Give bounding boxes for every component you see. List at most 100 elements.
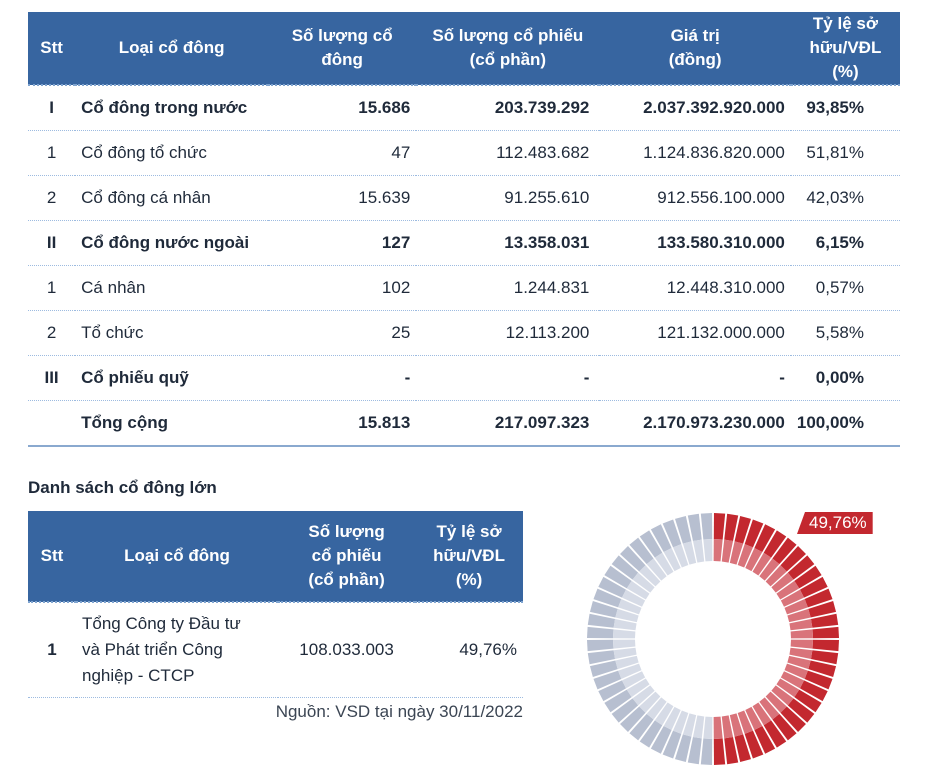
cell-value: 133.580.310.000 [599, 220, 791, 266]
header-holders: Số lượng cổ đông [268, 12, 417, 86]
donut-segment-other-inner [646, 558, 667, 581]
donut-segment-major-inner [752, 702, 772, 726]
table-row: 1 Cá nhân 102 1.244.831 12.448.310.000 0,57% [28, 265, 900, 311]
h-line: Số lượng [308, 522, 385, 541]
donut-segment-other-inner [682, 541, 697, 565]
donut-segment-other-inner [692, 539, 705, 563]
donut-segment-other [598, 576, 627, 598]
cell-name: Tổng Công ty Đầu tư và Phát triển Công ngh… [76, 602, 278, 698]
donut-segment-other [611, 698, 639, 723]
donut-segment-other-inner [673, 544, 689, 568]
donut-segment-other [629, 713, 654, 741]
cell-holders: 127 [268, 220, 417, 266]
donut-segment-major-inner [787, 608, 811, 623]
table-row: II Cổ đông nước ngoài 127 13.358.031 133.580… [28, 220, 900, 266]
donut-segment-other-inner [615, 608, 639, 623]
donut-segment-other-inner [682, 713, 697, 737]
donut-segment-major [787, 698, 815, 723]
donut-segment-major [763, 720, 787, 748]
donut-segment-major [799, 680, 828, 702]
donut-segment-major [780, 706, 806, 732]
donut-segment-major [810, 613, 839, 628]
cell-stt: I [28, 85, 76, 131]
donut-segment-other-inner [703, 539, 713, 562]
cell-stt: 1 [28, 130, 76, 176]
header-value-line2: (đồng) [668, 50, 722, 69]
donut-segment-major-inner [765, 565, 787, 587]
shareholder-structure-table: Stt Loại cổ đông Số lượng cổ đông Số lượ… [28, 12, 900, 447]
donut-segment-other [593, 670, 622, 690]
donut-segment-major-inner [729, 713, 744, 737]
donut-segment-major [780, 546, 806, 572]
cell-ratio: 0,00% [790, 355, 900, 401]
donut-segment-other [675, 515, 692, 544]
donut-segment-other [687, 736, 702, 765]
donut-segment-major [763, 530, 787, 558]
cell-ratio: 5,58% [790, 310, 900, 356]
donut-segment-major [744, 730, 764, 759]
donut-segment-other [593, 588, 622, 608]
donut-segment-major [724, 513, 739, 542]
donut-segment-other [587, 650, 616, 665]
donut-segment-major-inner [737, 710, 753, 734]
donut-segment-other-inner [692, 715, 705, 739]
source-note: Nguồn: VSD tại ngày 30/11/2022 [275, 702, 523, 721]
cell-ratio: 0,57% [790, 265, 900, 311]
cell-stt [28, 400, 76, 447]
donut-segment-major-inner [713, 539, 723, 562]
donut-segment-major [734, 515, 751, 544]
h-line: cổ phiếu [311, 546, 382, 565]
cell-ratio: 51,81% [790, 130, 900, 176]
cell-shares: - [416, 355, 600, 401]
donut-segment-other [611, 555, 639, 580]
total-row: Tổng cộng 15.813 217.097.323 2.170.973.230.… [28, 400, 900, 447]
donut-segment-other-inner [673, 710, 689, 734]
table-row: III Cổ phiếu quỹ - - -0,00% [28, 355, 900, 401]
header-shares-line2: (cổ phần) [469, 50, 547, 69]
donut-annotation-badge: 49,76% [797, 512, 873, 534]
cell-shares: 1.244.831 [416, 265, 600, 311]
h-line: (%) [455, 570, 483, 589]
name-line: Tổng Công ty Đầu tư [82, 614, 241, 633]
cell-stt: 2 [28, 175, 76, 221]
header-ratio: Tỷ lệ sở hữu/VĐL (%) [415, 511, 523, 603]
donut-segment-other [675, 734, 692, 763]
header-stt: Stt [28, 12, 76, 86]
cell-value: 12.448.310.000 [599, 265, 791, 311]
donut-segment-other-inner [646, 697, 667, 720]
h-line: hữu/VĐL [433, 546, 505, 565]
donut-segment-major-inner [713, 716, 723, 739]
header-type: Loại cổ đông [75, 12, 268, 86]
donut-segment-other [629, 537, 654, 565]
cell-stt: II [28, 220, 76, 266]
donut-segment-major [754, 524, 776, 553]
cell-shares: 91.255.610 [416, 175, 600, 221]
cell-stt: 1 [28, 602, 76, 698]
cell-shares: 108.033.003 [278, 602, 416, 698]
donut-segment-major [812, 639, 839, 652]
h-line: Tỷ lệ sở [436, 522, 502, 541]
donut-segment-major-inner [784, 599, 808, 615]
name-line: nghiệp - CTCP [82, 666, 195, 685]
cell-holders: 15.813 [268, 400, 417, 447]
donut-segment-major-inner [771, 572, 794, 593]
donut-segment-major [804, 670, 833, 690]
donut-segment-other [650, 725, 672, 754]
header-ratio-line1: Tỷ lệ sở hữu/VĐL [809, 14, 882, 57]
donut-segment-major-inner [721, 715, 734, 739]
header-shares: Số lượng cổ phiếu (cổ phần) [278, 511, 416, 603]
table-header-row: Stt Loại cổ đông Số lượng cổ đông Số lượ… [28, 12, 900, 86]
cell-holders: 47 [268, 130, 417, 176]
cell-ratio: 100,00% [790, 400, 900, 447]
donut-segment-major [754, 725, 776, 754]
donut-segment-major [799, 576, 828, 598]
donut-segment-other-inner [663, 547, 681, 572]
donut-segment-major-inner [745, 706, 763, 731]
donut-segment-major-inner [790, 629, 813, 639]
cell-holders: 102 [268, 265, 417, 311]
cell-name: Cổ đông tổ chức [75, 130, 268, 176]
table-row: 1 Tổng Công ty Đầu tư và Phát triển Công n… [28, 602, 523, 698]
cell-name: Cá nhân [75, 265, 268, 311]
cell-value: 2.037.392.920.000 [599, 85, 791, 131]
donut-segment-other [662, 730, 682, 759]
